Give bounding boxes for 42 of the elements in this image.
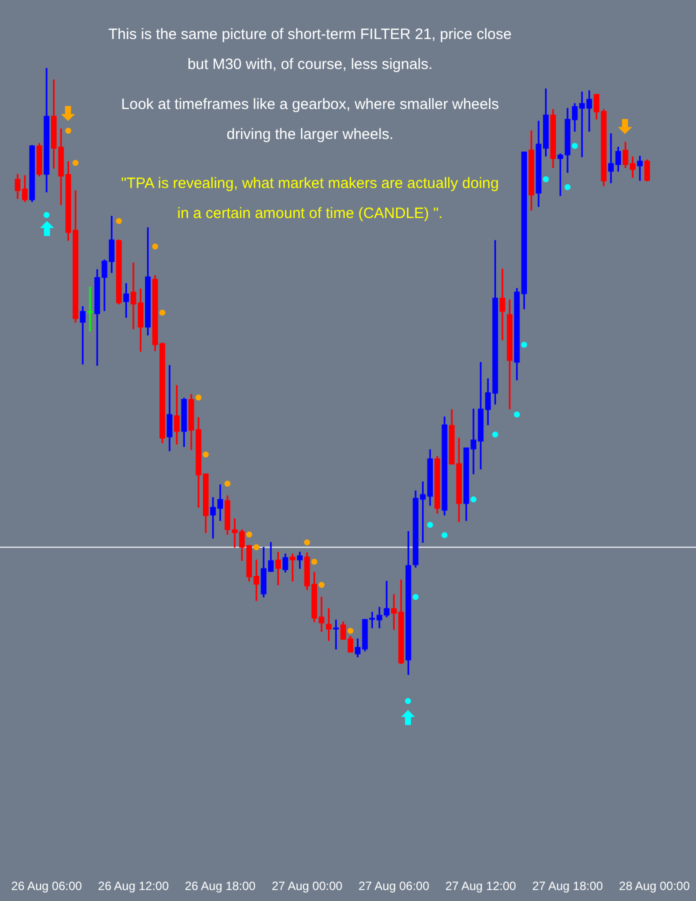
point (427, 522, 434, 528)
point (564, 184, 571, 190)
point (442, 532, 448, 538)
annotation: but M30 with, of course, less signals. (186, 55, 434, 75)
x-tick-label: 28 Aug 00:00 (619, 879, 690, 894)
text: This is the same picture of short-term FILTER 21, price close (107, 25, 513, 45)
point (202, 451, 209, 458)
point (196, 394, 202, 400)
point (470, 496, 476, 502)
candlestick (500, 268, 506, 340)
point (159, 310, 166, 316)
point (65, 128, 72, 134)
x-tick-label: 27 Aug 18:00 (532, 879, 604, 894)
x-tick-label: 26 Aug 12:00 (98, 879, 170, 894)
x-tick-label: 26 Aug 18:00 (184, 879, 256, 894)
point (246, 532, 252, 538)
point (318, 582, 325, 588)
x-tick-label: 27 Aug 06:00 (358, 879, 430, 894)
annotation: in a certain amount of time (CANDLE) ". (176, 204, 444, 224)
point (44, 212, 50, 218)
annotation: Look at timeframes like a gearbox, where smaller wheels (120, 95, 500, 115)
point (224, 480, 230, 487)
point (72, 160, 79, 166)
point (542, 176, 549, 182)
point (347, 628, 354, 634)
point (311, 558, 318, 565)
point (412, 594, 419, 600)
point (572, 142, 578, 149)
point (492, 431, 498, 438)
point (304, 539, 310, 546)
point (116, 218, 122, 224)
x-tick-label: 26 Aug 06:00 (11, 879, 82, 894)
x-tick-label: 27 Aug 00:00 (272, 879, 343, 894)
annotation: driving the larger wheels. (226, 125, 394, 145)
candlestick (333, 620, 339, 650)
point (152, 244, 158, 250)
point (514, 411, 520, 418)
candlestick (87, 286, 93, 332)
point (253, 544, 260, 550)
annotation: "TPA is revealing, what market makers are actually doing (120, 174, 500, 194)
point (521, 342, 528, 348)
x-tick-label: 27 Aug 12:00 (445, 879, 516, 894)
